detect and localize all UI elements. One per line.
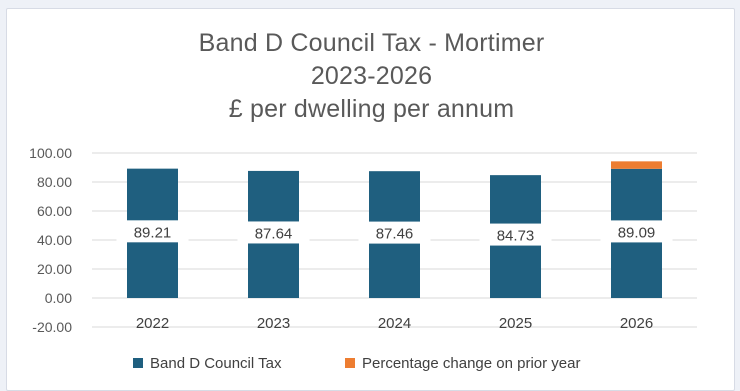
- y-tick-label: 100.00: [29, 145, 72, 161]
- x-tick-label: 2023: [257, 315, 290, 332]
- data-label: 89.09: [618, 224, 656, 241]
- data-label: 89.21: [134, 224, 172, 241]
- y-tick-label: 0.00: [45, 290, 72, 306]
- data-label-background: [358, 221, 431, 244]
- data-label: 87.46: [376, 226, 414, 243]
- chart-title-line-3: £ per dwelling per annum: [228, 95, 515, 123]
- y-tick-label: -20.00: [32, 319, 72, 335]
- data-label: 87.64: [255, 225, 293, 242]
- y-tick-label: 80.00: [37, 174, 72, 190]
- data-label: 84.73: [497, 228, 535, 245]
- legend-swatch-band-d: [133, 358, 143, 368]
- data-label-background: [237, 221, 310, 244]
- bar-percentage-change: [611, 161, 662, 169]
- y-tick-label: 40.00: [37, 232, 72, 248]
- legend-label-band-d: Band D Council Tax: [150, 355, 282, 372]
- chart-title-line-2: 2023-2026: [310, 62, 433, 90]
- data-label-background: [600, 220, 673, 243]
- y-tick-label: 20.00: [37, 261, 72, 277]
- x-tick-label: 2024: [378, 315, 411, 332]
- x-tick-label: 2022: [136, 315, 169, 332]
- chart-title: Band D Council Tax - Mortimer 2023-2026 …: [7, 27, 736, 126]
- data-label-background: [116, 220, 189, 243]
- legend-swatch-percentage-change: [345, 358, 355, 368]
- legend-label-percentage-change: Percentage change on prior year: [362, 355, 580, 372]
- x-tick-label: 2026: [620, 315, 653, 332]
- x-tick-label: 2025: [499, 315, 532, 332]
- y-tick-label: 60.00: [37, 203, 72, 219]
- chart-title-line-1: Band D Council Tax - Mortimer: [198, 29, 545, 57]
- data-label-background: [479, 223, 552, 246]
